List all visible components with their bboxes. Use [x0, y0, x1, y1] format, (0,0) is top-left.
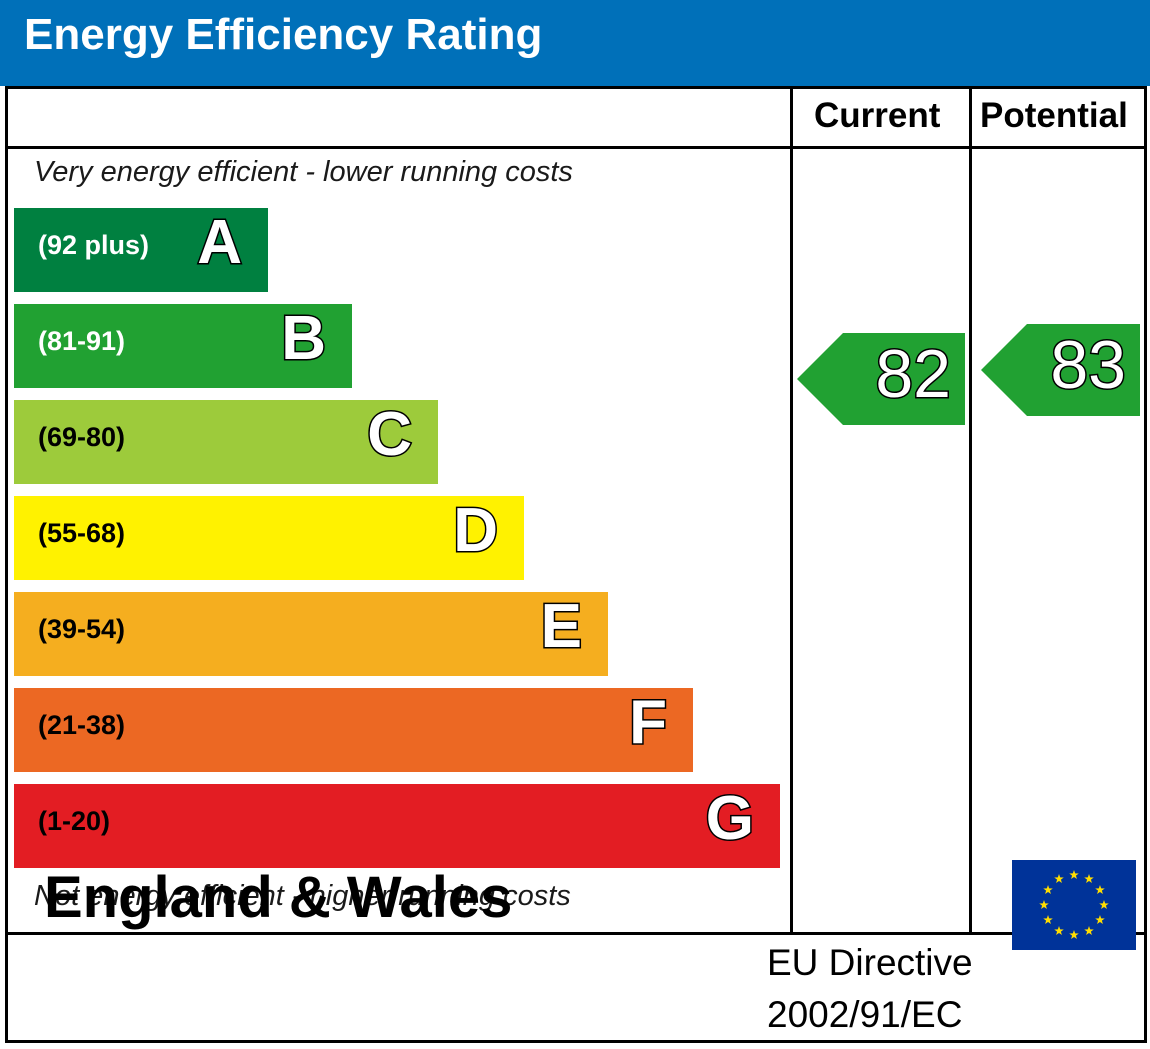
- current-column-header: Current: [814, 96, 941, 135]
- current-arrow-shape: [797, 333, 965, 425]
- star-icon: [1084, 925, 1094, 936]
- current-rating-value: 82: [874, 335, 953, 413]
- rating-table: Current Potential Very energy efficient …: [0, 86, 1150, 1049]
- star-icon: [1039, 900, 1049, 910]
- star-icon: [1099, 900, 1109, 910]
- directive-line-2: 2002/91/EC: [767, 994, 963, 1035]
- star-icon: [1043, 915, 1053, 925]
- star-icon: [1054, 874, 1064, 884]
- band-letter: E: [539, 592, 583, 661]
- directive-line-1: EU Directive: [767, 942, 973, 983]
- band-d: (55-68) D: [14, 496, 524, 580]
- potential-arrow-shape: [981, 324, 1140, 416]
- band-range-label: (81-91): [38, 326, 126, 356]
- current-rating-arrow: 82: [797, 333, 965, 425]
- chart-title: Energy Efficiency Rating: [24, 10, 543, 59]
- band-range-label: (39-54): [38, 614, 126, 644]
- band-range-label: (1-20): [38, 806, 111, 836]
- header-bar: Energy Efficiency Rating: [0, 0, 1150, 86]
- band-letter: F: [628, 688, 669, 757]
- band-a: (92 plus) A: [14, 208, 268, 292]
- star-icon: [1054, 925, 1064, 936]
- band-range-label: (55-68): [38, 518, 126, 548]
- band-letter: C: [366, 400, 414, 469]
- footer-divider: [5, 932, 1147, 935]
- region-label: England & Wales: [44, 865, 513, 930]
- band-range-label: (92 plus): [38, 230, 150, 260]
- potential-column-divider: [969, 86, 972, 935]
- band-range-label: (21-38): [38, 710, 126, 740]
- top-caption: Very energy efficient - lower running co…: [34, 156, 573, 188]
- star-icon: [1069, 870, 1079, 880]
- potential-rating-arrow: 83: [981, 324, 1140, 416]
- current-column-divider: [790, 86, 793, 935]
- star-icon: [1069, 930, 1079, 940]
- star-icon: [1043, 885, 1053, 895]
- header-divider: [5, 146, 1147, 149]
- table-border: [5, 86, 1147, 1043]
- eu-flag-icon: [1012, 860, 1136, 950]
- star-icon: [1084, 874, 1094, 884]
- band-letter: G: [704, 784, 755, 853]
- band-letter: A: [196, 208, 244, 277]
- star-icon: [1095, 885, 1105, 895]
- band-f: (21-38) F: [14, 688, 693, 772]
- band-e: (39-54) E: [14, 592, 608, 676]
- bottom-caption: Not energy efficient - higher running co…: [34, 880, 571, 912]
- band-b: (81-91) B: [14, 304, 352, 388]
- potential-column-header: Potential: [980, 96, 1128, 135]
- potential-rating-value: 83: [1049, 326, 1128, 404]
- band-c: (69-80) C: [14, 400, 438, 484]
- band-letter: D: [452, 496, 500, 565]
- eu-flag-stars: [1039, 870, 1109, 940]
- star-icon: [1095, 915, 1105, 925]
- band-letter: B: [280, 304, 328, 373]
- band-g: (1-20) G: [14, 784, 780, 868]
- band-range-label: (69-80): [38, 422, 126, 452]
